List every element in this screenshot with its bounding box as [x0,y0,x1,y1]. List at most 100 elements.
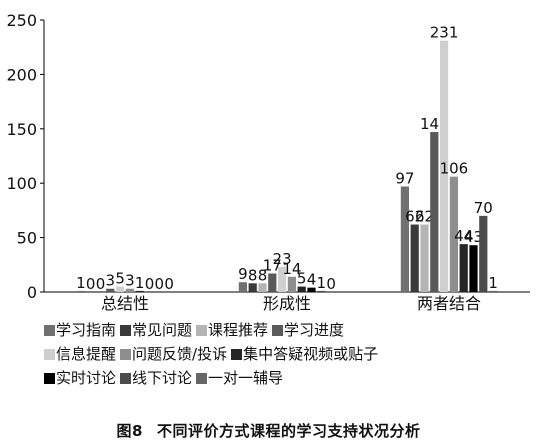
x-category-label: 两者结合 [417,294,481,313]
figure-caption: 图8 不同评价方式课程的学习支持状况分析 [0,420,537,441]
bar-data-label: 5 [297,270,307,288]
bar-data-label: 5 [115,270,125,288]
legend-label: 问题反馈/投诉 [132,345,228,363]
y-tick-label: 200 [6,65,37,84]
legend-swatch [120,373,132,384]
bar [278,266,287,292]
legend-row: 学习指南 常见问题 课程推荐 学习进度 [44,318,534,342]
legend-label: 实时讨论 [56,369,117,387]
bar [420,224,429,292]
legend-item: 实时讨论 [44,366,116,390]
bar [238,282,247,292]
bar-data-label: 23 [273,250,292,268]
bar-data-label: 1 [317,274,327,292]
legend-swatch [231,349,243,360]
bar-data-label: 0 [86,275,96,293]
legend-swatch [272,325,284,336]
bar-data-label: 62 [415,208,434,226]
x-category-label: 总结性 [101,294,149,313]
bar [307,287,316,292]
bar-data-label: 1 [488,274,498,292]
legend-item: 线下讨论 [120,366,192,390]
legend-item: 常见问题 [120,318,192,342]
bar [297,286,306,292]
legend-label: 常见问题 [132,321,193,339]
legend-item: 一对一辅导 [196,366,283,390]
legend-swatch [120,325,132,336]
bar [430,132,439,292]
figure-number: 图8 [116,422,143,440]
y-tick-label: 150 [6,120,37,139]
legend-swatch [196,373,208,384]
bar [248,283,257,292]
bar [410,224,419,292]
bar [125,288,134,292]
legend-row: 信息提醒 问题反馈/投诉 集中答疑视频或贴子 [44,342,534,366]
bar [287,276,296,292]
legend-label: 信息提醒 [56,345,117,363]
bar [469,245,478,292]
bar-data-label: 97 [395,169,414,187]
bar-data-label: 1 [135,274,145,292]
bar [449,176,458,292]
bar-data-label: 1 [76,274,86,292]
bar [106,288,115,292]
bar [268,273,277,292]
bar-data-label: 0 [326,275,336,293]
bar-data-label: 8 [248,266,258,284]
bar-data-label: 14 [282,260,301,278]
legend-swatch [44,373,55,384]
legend-label: 学习进度 [284,321,345,339]
y-tick-label: 50 [17,229,37,248]
bar-data-label: 8 [258,266,268,284]
legend-item: 学习指南 [44,318,116,342]
bar-data-label: 0 [145,275,155,293]
bar-data-label: 3 [125,272,135,290]
bar-data-label: 0 [155,275,165,293]
bar [258,283,267,292]
x-category-label: 形成性 [263,294,311,313]
legend-swatch [44,349,55,360]
bar [76,290,85,292]
legend-item: 信息提醒 [44,342,116,366]
bar-data-label: 3 [106,272,116,290]
bar-data-label: 44 [454,227,473,245]
legend-swatch [120,349,132,360]
bar [489,290,498,292]
legend-item: 学习进度 [272,318,344,342]
bar-data-label: 106 [440,160,469,178]
bar-data-label: 70 [474,199,493,217]
bar-data-label: 0 [164,275,174,293]
legend-label: 学习指南 [56,321,117,339]
legend-label: 课程推荐 [208,321,269,339]
legend-swatch [196,325,208,336]
bar [459,244,468,292]
legend-label: 线下讨论 [132,369,193,387]
bar [116,286,125,292]
legend-row: 实时讨论 线下讨论 一对一辅导 [44,366,534,390]
bar [135,290,144,292]
legend-item: 问题反馈/投诉 [120,342,227,366]
bar-data-label: 43 [464,228,483,246]
bar-data-label: 9 [238,265,248,283]
bar [317,290,326,292]
legend-item: 集中答疑视频或贴子 [231,342,378,366]
bar-data-label: 62 [405,208,424,226]
bar [440,40,449,292]
bar [400,186,409,292]
bar-data-label: 231 [430,24,459,42]
legend-swatch [44,325,55,336]
legend-label: 集中答疑视频或贴子 [243,345,379,363]
bar-data-label: 17 [263,257,282,275]
legend-item: 课程推荐 [196,318,268,342]
y-tick-label: 0 [27,283,37,302]
y-tick-label: 100 [6,174,37,193]
bar-data-label: 0 [96,275,106,293]
legend-label: 一对一辅导 [208,369,284,387]
figure-title: 不同评价方式课程的学习支持状况分析 [156,422,421,440]
bar [479,215,488,292]
y-tick-label: 250 [6,11,37,30]
chart-legend: 学习指南 常见问题 课程推荐 学习进度 信息提醒 问题反馈/投诉 集中答疑视频或贴子 实时讨论… [44,318,534,390]
bar-data-label: 4 [307,271,317,289]
